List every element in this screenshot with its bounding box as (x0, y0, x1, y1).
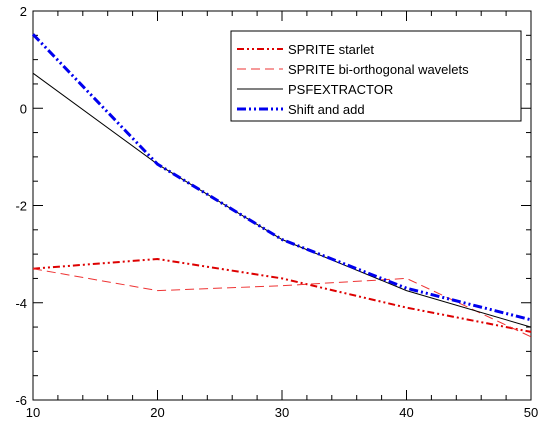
legend: SPRITE starlet SPRITE bi-orthogonal wavel… (230, 30, 522, 122)
y-tick-label: 0 (20, 101, 27, 116)
series-line-4 (31, 33, 532, 322)
x-tick-label: 40 (399, 405, 413, 420)
axis-ticks (32, 10, 532, 401)
x-tick-label: 50 (524, 405, 538, 420)
legend-label: PSFEXTRACTOR (288, 82, 393, 97)
axis-tick-labels: 10 20 30 40 50 -6 -4 -2 0 2 (15, 4, 538, 420)
y-tick-label: 2 (20, 4, 27, 19)
legend-label: SPRITE bi-orthogonal wavelets (288, 62, 469, 77)
series-lines (31, 33, 532, 338)
x-tick-label: 30 (275, 405, 289, 420)
legend-box (230, 30, 522, 122)
legend-label: SPRITE starlet (288, 42, 374, 57)
y-tick-label: -6 (15, 393, 27, 408)
legend-label: Shift and add (288, 102, 365, 117)
x-tick-label: 20 (150, 405, 164, 420)
y-tick-label: -2 (15, 199, 27, 214)
x-tick-label: 10 (26, 405, 40, 420)
series-line-1 (32, 257, 532, 333)
y-tick-label: -4 (15, 296, 27, 311)
